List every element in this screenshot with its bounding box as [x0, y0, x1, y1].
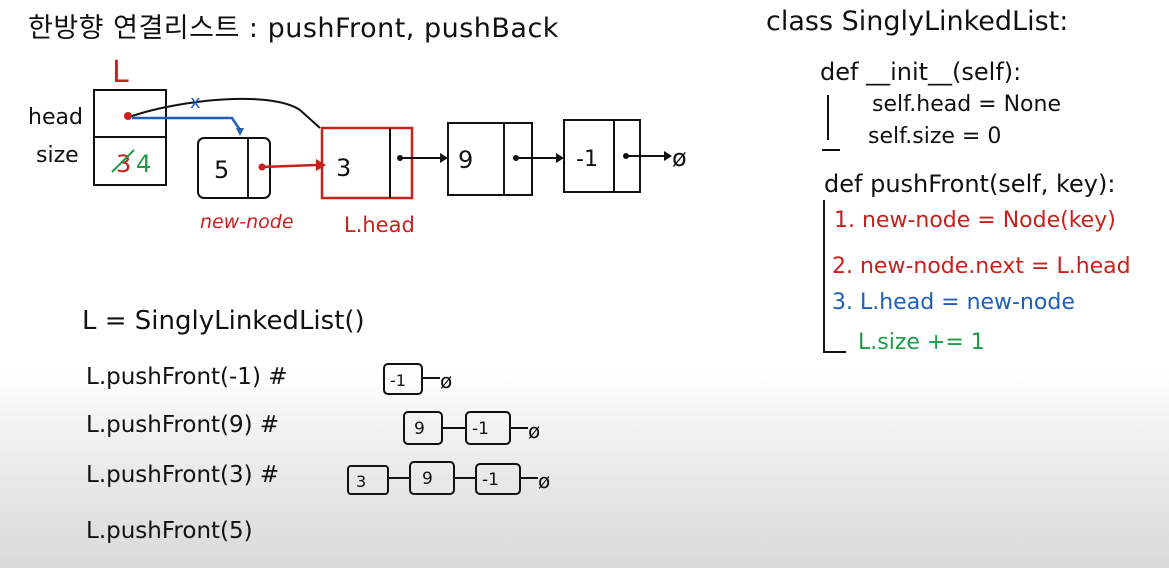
- head-field-label: head: [28, 105, 83, 130]
- init-def-line: def __init__(self):: [820, 58, 1022, 86]
- mini-row3-box-3: [347, 465, 389, 495]
- pushfront-def-line: def pushFront(self, key):: [824, 170, 1116, 198]
- arrowhead-neg1-to-null: [664, 151, 672, 161]
- step2-line: 2. new-node.next = L.head: [832, 254, 1131, 279]
- step3-line: 3. L.head = new-node: [832, 290, 1075, 315]
- call-line-init: L = SinglyLinkedList(): [82, 306, 365, 336]
- node-value-5: 5: [214, 156, 229, 184]
- call-line-push-3: L.pushFront(3) #: [86, 462, 280, 488]
- node-box-5: [197, 137, 271, 199]
- mini-row3-null: ø: [538, 469, 550, 493]
- new-node-label: new-node: [200, 211, 294, 233]
- mini-row2-val-9: 9: [414, 419, 425, 439]
- mini-row2-null: ø: [528, 419, 540, 443]
- head-pointer-dot: [124, 112, 132, 120]
- node-value-neg1: -1: [576, 147, 598, 172]
- call-line-push-neg1: L.pushFront(-1) #: [86, 364, 288, 390]
- node-value-3: 3: [336, 154, 351, 182]
- call-line-push-5: L.pushFront(5): [86, 518, 253, 544]
- size-field-label: size: [36, 143, 79, 168]
- call-line-push-9: L.pushFront(9) #: [86, 412, 280, 438]
- node-value-9: 9: [458, 146, 473, 174]
- init-head-line: self.head = None: [872, 92, 1061, 117]
- init-size-line: self.size = 0: [868, 124, 1002, 149]
- mini-row1-val-neg1: -1: [390, 371, 406, 390]
- page-title: 한방향 연결리스트 : pushFront, pushBack: [28, 13, 559, 44]
- arrowhead-9-to-neg1: [556, 153, 564, 163]
- mini-row2-val-neg1: -1: [472, 419, 489, 439]
- size-new-value: 4: [136, 150, 151, 178]
- pushfront-bracket: [823, 200, 846, 353]
- mini-row1-null: ø: [440, 369, 452, 393]
- mini-row3-val-3: 3: [356, 472, 366, 491]
- old-head-link: [131, 97, 321, 129]
- lhead-label: L.head: [344, 213, 415, 237]
- size-strike: [111, 149, 135, 173]
- new-head-arrowhead: [236, 128, 244, 136]
- mini-row3-val-9: 9: [422, 469, 433, 489]
- node-box-3: [320, 126, 414, 200]
- class-definition: class SinglyLinkedList:: [766, 6, 1069, 37]
- step1-line: 1. new-node = Node(key): [834, 208, 1116, 233]
- list-label: L: [112, 55, 129, 90]
- old-link-strike-mark: x: [190, 92, 201, 113]
- mini-row3-val-neg1: -1: [482, 470, 499, 490]
- arrowhead-3-to-9: [440, 153, 448, 163]
- step4-line: L.size += 1: [858, 330, 985, 355]
- new-node-next-link: [261, 163, 317, 169]
- null-terminator: ø: [672, 144, 687, 172]
- new-head-link: [132, 116, 242, 131]
